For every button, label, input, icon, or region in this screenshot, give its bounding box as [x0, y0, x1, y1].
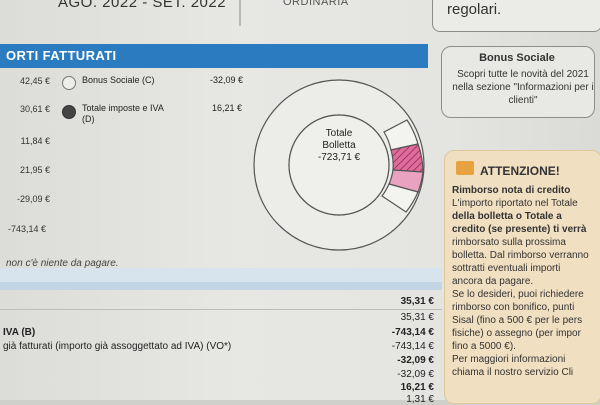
attention-line: bolletta. Dal rimborso verranno	[452, 250, 589, 261]
attention-line: fino a 5000 €).	[452, 341, 516, 352]
bonus-text: Scopri tutte le novità del 2021 nella se…	[452, 69, 594, 106]
bonus-box	[441, 46, 595, 118]
bonus-title: Bonus Sociale	[479, 52, 555, 64]
legend-amount-bonus: -32,09 €	[210, 75, 244, 85]
attention-line: ancora da pagare.	[452, 276, 534, 287]
table-value: 16,21 €	[400, 382, 434, 393]
table-value: 35,31 €	[400, 312, 434, 323]
amount-1: 42,45 €	[19, 76, 50, 86]
donut-total: -723,71 €	[317, 152, 361, 163]
bill-donut	[253, 79, 425, 251]
legend-dot-bonus	[62, 76, 76, 90]
attention-line: fisiche) o assegno (per impor	[452, 328, 581, 339]
amount-2: 30,61 €	[19, 104, 50, 114]
section-title: ORTI FATTURATI	[6, 48, 117, 63]
legend-dot-imposte	[62, 105, 76, 119]
row-divider	[0, 309, 442, 310]
section-header: ORTI FATTURATI	[0, 44, 428, 68]
attention-title: ATTENZIONE!	[480, 164, 560, 178]
attention-line: Per maggiori informazioni	[452, 354, 566, 365]
table-value: -743,14 €	[391, 341, 434, 352]
donut-label-line2: Bolletta	[322, 140, 356, 151]
amount-5: -29,09 €	[16, 194, 50, 204]
billing-period: AGO. 2022 - SET. 2022	[58, 0, 227, 11]
table-label: già fatturati (importo già assoggettato …	[3, 341, 232, 352]
bill-type: ORDINARIA	[283, 0, 349, 8]
amount-6: -743,14 €	[7, 224, 46, 234]
donut-label-line1: Totale	[325, 128, 353, 139]
table-value: 35,31 €	[400, 296, 434, 307]
legend-label-bonus: Bonus Sociale (C)	[82, 75, 155, 85]
attention-line: Sisal (fino a 500 € per le pers	[452, 315, 583, 326]
attention-line: credito (se presente) ti verrà	[452, 224, 587, 235]
attention-line: sottratti eventuali importi	[452, 263, 561, 274]
mail-icon	[456, 161, 474, 175]
blue-band	[0, 268, 442, 282]
attention-line: della bolletta o Totale a	[452, 211, 562, 222]
attention-line: Se lo desideri, puoi richiedere	[452, 289, 584, 300]
attention-line: rimborsato sulla prossima	[452, 237, 566, 248]
top-right-box	[432, 0, 600, 32]
attention-text: Rimborso nota di credito L'importo ripor…	[452, 184, 598, 379]
attention-line: chiama il nostro servizio Cli	[452, 367, 574, 378]
attention-line: rimborso con bonifico, punti	[452, 302, 575, 313]
legend-amount-imposte: 16,21 €	[212, 103, 243, 113]
attention-heading: Rimborso nota di credito	[452, 185, 571, 196]
amount-4: 21,95 €	[19, 165, 50, 175]
top-right-text: regolari.	[447, 1, 502, 18]
legend-label-imposte: Totale imposte e IVA	[82, 103, 164, 113]
top-divider	[239, 0, 241, 26]
table-label: IVA (B)	[3, 327, 36, 338]
table-value: -743,14 €	[391, 327, 434, 338]
legend-sub-imposte: (D)	[82, 114, 95, 124]
table-value: -32,09 €	[397, 355, 434, 366]
attention-box	[444, 150, 600, 404]
donut-label: Totale Bolletta -723,71 €	[299, 128, 379, 164]
attention-line: L'importo riportato nel Totale	[452, 198, 578, 209]
nothing-to-pay-note: non c'è niente da pagare.	[6, 258, 119, 269]
table-value: -32,09 €	[397, 369, 434, 380]
blue-stripe	[0, 282, 442, 290]
amount-3: 11,84 €	[20, 136, 50, 146]
